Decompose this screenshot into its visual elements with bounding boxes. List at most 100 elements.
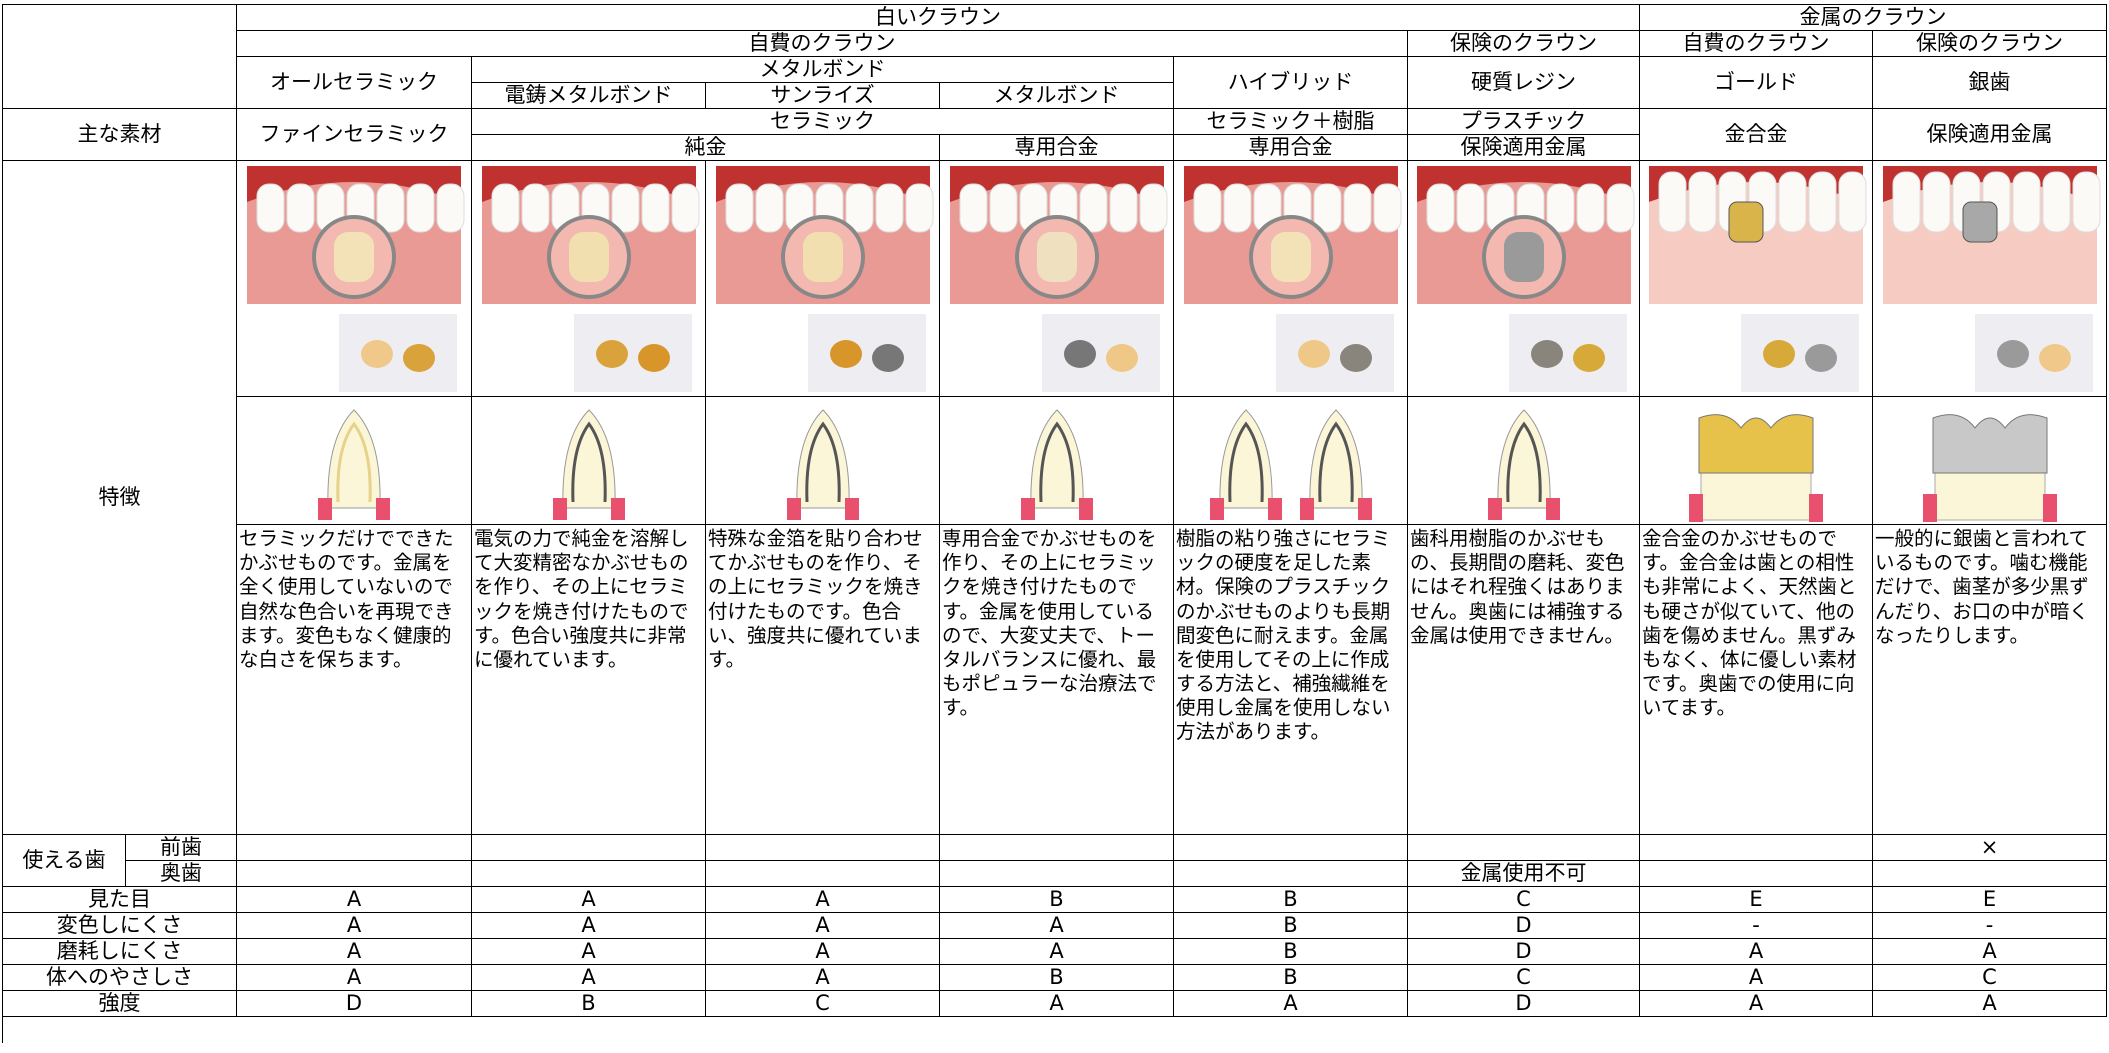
rating: A [940, 991, 1174, 1017]
front-teeth-cell [1408, 835, 1640, 861]
rating: D [1408, 991, 1640, 1017]
crown-photo [1640, 161, 1873, 397]
crown-photo [706, 161, 940, 397]
rating: A [706, 913, 940, 939]
rating-label: 変色しにくさ [3, 913, 237, 939]
alloy: 専用合金 [940, 135, 1174, 161]
diagram-illustration [1020, 408, 1093, 520]
subgroup-header: 保険のクラウン [1873, 31, 2107, 57]
photo-illustration [1882, 165, 2100, 392]
rating: D [1408, 939, 1640, 965]
rating: E [1873, 887, 2107, 913]
crown-name: ハイブリッド [1174, 57, 1408, 109]
rating: A [472, 887, 706, 913]
rating: - [1640, 913, 1873, 939]
rating: B [1174, 913, 1408, 939]
material: 保険適用金属 [1873, 109, 2107, 161]
group-header: 金属のクラウン [1640, 5, 2107, 31]
rating: A [1873, 991, 2107, 1017]
crown-name: メタルボンド [940, 83, 1174, 109]
crown-name: 銀歯 [1873, 57, 2107, 109]
rating: D [237, 991, 472, 1017]
material: セラミック [472, 109, 1174, 135]
back-teeth-cell [706, 861, 940, 887]
back-teeth-cell [472, 861, 706, 887]
photo-illustration [1649, 165, 1867, 392]
tooth-diagram [706, 397, 940, 525]
rating-label: 見た目 [3, 887, 237, 913]
photo-illustration [949, 165, 1167, 392]
back-teeth-cell [1174, 861, 1408, 887]
crown-name: 電鋳メタルボンド [472, 83, 706, 109]
rating: A [472, 913, 706, 939]
rating: A [237, 965, 472, 991]
tooth-diagram [237, 397, 472, 525]
material: セラミック＋樹脂 [1174, 109, 1408, 135]
tooth-diagram [472, 397, 706, 525]
rating-label: 強度 [3, 991, 237, 1017]
photo-illustration [715, 165, 933, 392]
rating: A [1174, 991, 1408, 1017]
description: 専用合金でかぶせものを作り、その上にセラミックを焼き付けたものです。金属を使用し… [940, 525, 1174, 835]
rating: A [472, 965, 706, 991]
back-teeth-cell [237, 861, 472, 887]
crown-name: 硬質レジン [1408, 57, 1640, 109]
crown-photo [1873, 161, 2107, 397]
back-teeth-cell [1640, 861, 1873, 887]
description: 金合金のかぶせものです。金合金は歯との相性も非常によく、天然歯とも硬さが似ていて… [1640, 525, 1873, 835]
rating-label: 体へのやさしさ [3, 965, 237, 991]
rating: B [940, 887, 1174, 913]
rating: A [706, 965, 940, 991]
rating: B [1174, 965, 1408, 991]
rating: A [1640, 991, 1873, 1017]
rating: A [940, 913, 1174, 939]
photo-illustration [247, 165, 465, 392]
crown-name: ゴールド [1640, 57, 1873, 109]
description: 歯科用樹脂のかぶせもの、長期間の磨耗、変色にはそれ程強くはありません。奥歯には補… [1408, 525, 1640, 835]
front-teeth-cell [940, 835, 1174, 861]
crown-photo [940, 161, 1174, 397]
description: 特殊な金箔を貼り合わせてかぶせものを作り、その上にセラミックを焼き付けたものです… [706, 525, 940, 835]
crown-photo [472, 161, 706, 397]
rating: A [237, 913, 472, 939]
rating: B [1174, 939, 1408, 965]
rating: B [940, 965, 1174, 991]
rating: E [1640, 887, 1873, 913]
rating: C [706, 991, 940, 1017]
row-label: 前歯 [126, 835, 237, 861]
tooth-diagram [1408, 397, 1640, 525]
tooth-diagram [1174, 397, 1408, 525]
subgroup-header: 自費のクラウン [1640, 31, 1873, 57]
rating: A [1640, 939, 1873, 965]
group-header: 白いクラウン [237, 5, 1640, 31]
rating: C [1408, 965, 1640, 991]
rating: A [237, 887, 472, 913]
crown-photo [1408, 161, 1640, 397]
description: 一般的に銀歯と言われているものです。噛む機能だけで、歯茎が多少黒ずんだり、お口の… [1873, 525, 2107, 835]
back-teeth-cell [1873, 861, 2107, 887]
rating: A [706, 939, 940, 965]
row-label: 主な素材 [3, 109, 237, 161]
row-label: 使える歯 [3, 835, 126, 887]
front-teeth-cell [1640, 835, 1873, 861]
tooth-diagram [940, 397, 1174, 525]
rating: A [1873, 939, 2107, 965]
tooth-diagram [1640, 397, 1873, 525]
diagram-illustration [318, 408, 390, 520]
rating: A [940, 939, 1174, 965]
rating: A [237, 939, 472, 965]
row-label: 奥歯 [126, 861, 237, 887]
rating: A [1640, 965, 1873, 991]
description: セラミックだけでできたかぶせものです。金属を全く使用していないので自然な色合いを… [237, 525, 472, 835]
rating: C [1873, 965, 2107, 991]
back-teeth-cell [940, 861, 1174, 887]
rating: - [1873, 913, 2107, 939]
diagram-illustration [1209, 408, 1372, 520]
crown-name: オールセラミック [237, 57, 472, 109]
rating: A [706, 887, 940, 913]
material: プラスチック [1408, 109, 1640, 135]
subgroup-header: メタルボンド [472, 57, 1174, 83]
front-teeth-cell [1174, 835, 1408, 861]
diagram-illustration [1689, 413, 1823, 522]
